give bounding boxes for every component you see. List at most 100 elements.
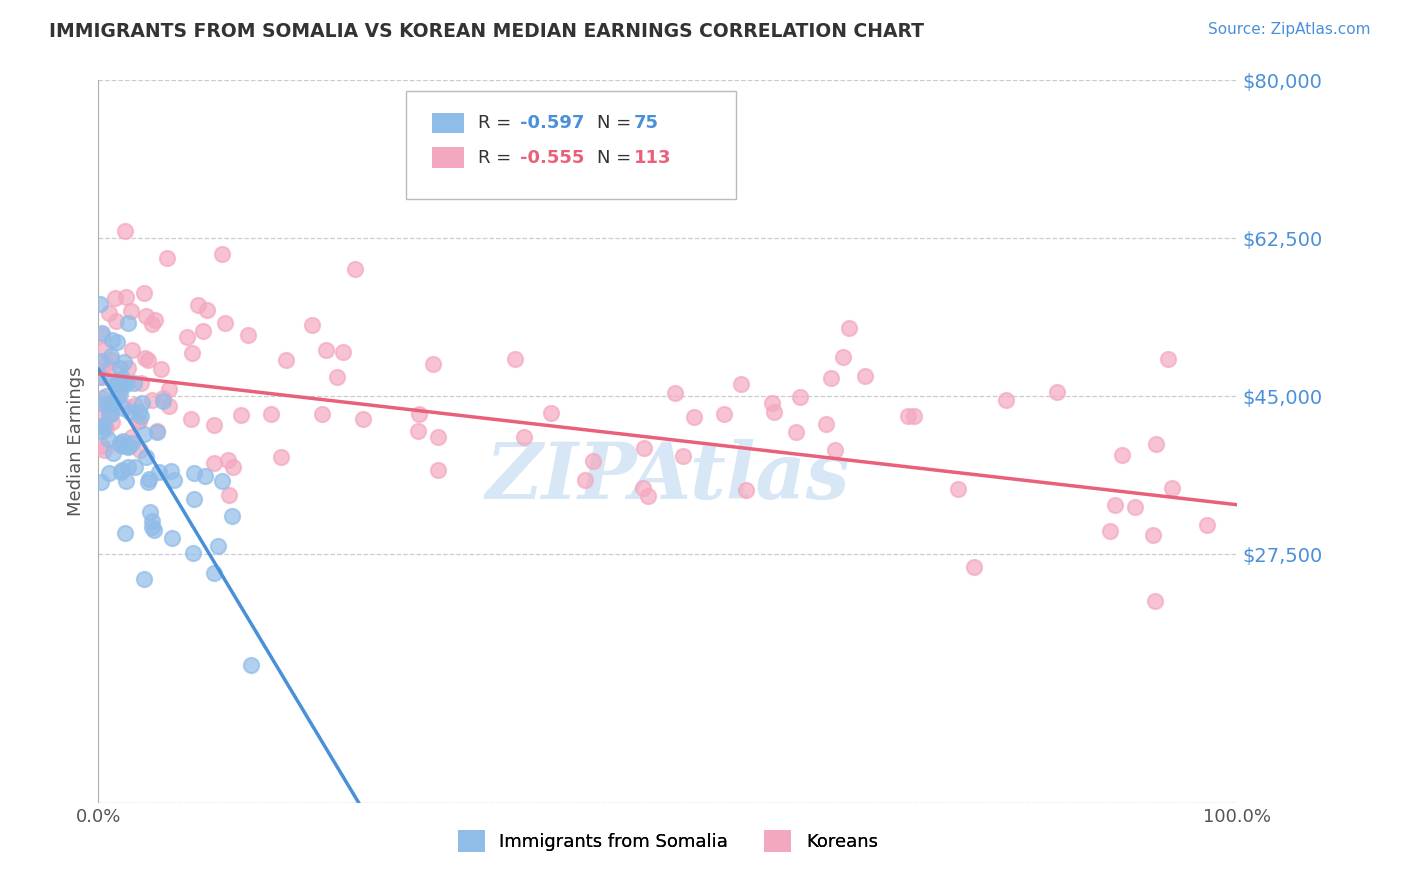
Point xyxy=(664,386,686,401)
Point xyxy=(120,405,142,419)
Point xyxy=(1111,448,1133,462)
Point xyxy=(734,483,756,497)
FancyBboxPatch shape xyxy=(406,91,737,200)
Point xyxy=(1157,352,1180,367)
Point xyxy=(93,419,115,434)
Y-axis label: Median Earnings: Median Earnings xyxy=(66,367,84,516)
Point xyxy=(121,343,143,358)
Point xyxy=(100,350,122,364)
Point xyxy=(150,362,173,376)
Point xyxy=(117,440,139,454)
Point xyxy=(136,353,159,368)
Point xyxy=(128,442,150,457)
Point xyxy=(136,475,159,489)
Point xyxy=(633,442,655,456)
Point xyxy=(128,405,150,419)
Point xyxy=(110,376,132,390)
Point xyxy=(105,313,128,327)
Point xyxy=(107,384,129,398)
Point xyxy=(101,397,124,411)
Point xyxy=(903,409,925,423)
Legend: Immigrants from Somalia, Koreans: Immigrants from Somalia, Koreans xyxy=(443,815,893,866)
Point xyxy=(176,330,198,344)
Text: R =: R = xyxy=(478,149,516,167)
Text: 113: 113 xyxy=(634,149,671,167)
Point xyxy=(145,313,167,327)
Point xyxy=(217,453,239,467)
Point xyxy=(838,321,860,335)
Point xyxy=(141,515,163,529)
Point xyxy=(118,439,141,453)
Point xyxy=(96,389,118,403)
Point xyxy=(259,407,281,421)
Point xyxy=(633,481,655,495)
Point xyxy=(91,326,114,340)
Point xyxy=(98,466,121,480)
Point xyxy=(110,361,132,376)
Point xyxy=(730,377,752,392)
Point xyxy=(832,350,855,364)
Point xyxy=(762,404,785,418)
Point xyxy=(148,465,170,479)
Point xyxy=(115,290,138,304)
Point xyxy=(114,224,136,238)
Point xyxy=(181,346,204,360)
Text: -0.597: -0.597 xyxy=(520,114,583,132)
Point xyxy=(124,398,146,412)
Point xyxy=(129,409,152,424)
Point xyxy=(160,464,183,478)
Point xyxy=(112,376,135,390)
Point xyxy=(270,450,292,464)
Point xyxy=(124,459,146,474)
Point xyxy=(408,407,430,421)
Point xyxy=(202,418,225,433)
Point xyxy=(162,473,184,487)
Point xyxy=(132,572,155,586)
Point xyxy=(111,401,134,416)
Point xyxy=(90,418,112,433)
Point xyxy=(824,443,846,458)
Point xyxy=(222,459,245,474)
Point xyxy=(98,306,121,320)
Point xyxy=(115,400,138,414)
Point xyxy=(897,409,920,423)
Text: R =: R = xyxy=(478,114,516,132)
Point xyxy=(1104,498,1126,512)
Point xyxy=(127,414,149,428)
Point xyxy=(406,424,429,438)
Point xyxy=(207,539,229,553)
Point xyxy=(145,425,167,439)
Point xyxy=(90,354,112,368)
Point xyxy=(183,467,205,481)
Point xyxy=(138,472,160,486)
Point xyxy=(202,566,225,581)
Point xyxy=(214,316,236,330)
Point xyxy=(117,460,139,475)
Point xyxy=(98,360,121,375)
Point xyxy=(141,318,163,332)
Point xyxy=(672,449,695,463)
Point xyxy=(540,406,562,420)
Point xyxy=(1046,384,1069,399)
Point xyxy=(115,474,138,488)
Point xyxy=(93,397,115,411)
Point xyxy=(1142,528,1164,542)
Point xyxy=(120,303,142,318)
Point xyxy=(239,658,262,673)
Point xyxy=(131,396,153,410)
Point xyxy=(107,376,129,391)
Point xyxy=(100,352,122,367)
Point xyxy=(117,316,139,330)
Point xyxy=(90,439,112,453)
Point xyxy=(96,433,118,447)
Point xyxy=(426,430,449,444)
Point xyxy=(105,390,128,404)
Point xyxy=(100,407,122,421)
Point xyxy=(853,368,876,383)
Point xyxy=(111,371,134,385)
Point xyxy=(503,351,526,366)
Point xyxy=(108,387,131,401)
Point xyxy=(301,318,323,333)
Text: ZIPAtlas: ZIPAtlas xyxy=(485,440,851,516)
Point xyxy=(90,475,112,489)
